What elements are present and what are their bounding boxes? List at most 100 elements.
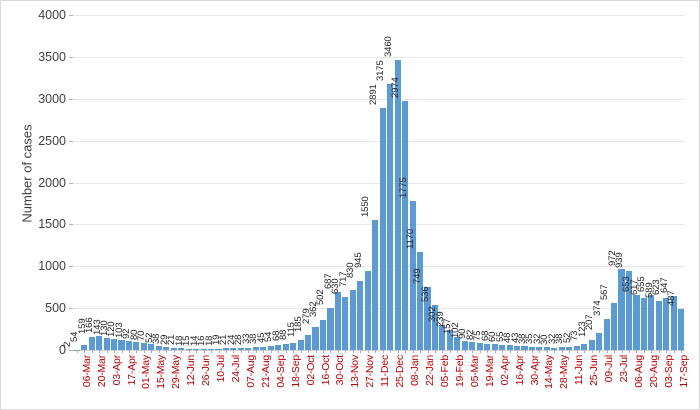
bar-slot[interactable]: 29	[159, 15, 177, 350]
bar[interactable]	[379, 107, 386, 350]
bar-slot[interactable]: 24	[226, 15, 244, 350]
bar[interactable]	[566, 346, 573, 350]
bar-slot[interactable]: 374	[592, 15, 610, 350]
bar[interactable]	[372, 220, 379, 350]
bar[interactable]	[625, 271, 633, 350]
bar[interactable]	[611, 302, 618, 350]
bar-slot[interactable]: 3175	[375, 15, 394, 350]
bar-slot[interactable]: 82	[465, 15, 483, 350]
bar-slot[interactable]: 14	[189, 15, 207, 350]
bar-slot[interactable]: 3460	[383, 15, 401, 350]
bar-slot[interactable]: 75	[472, 15, 491, 350]
bar-slot[interactable]: 830	[345, 15, 364, 350]
bar-slot[interactable]: 18	[174, 15, 192, 350]
bar-slot[interactable]: 1170	[405, 15, 424, 350]
bar[interactable]	[193, 348, 200, 350]
bar-slot[interactable]: 52	[144, 15, 162, 350]
bar[interactable]	[439, 324, 446, 350]
bar-slot[interactable]: 2974	[390, 15, 409, 350]
bar-slot[interactable]: 21	[218, 15, 237, 350]
bar-slot[interactable]: 35	[524, 15, 543, 350]
bar[interactable]	[103, 338, 110, 350]
bar-slot[interactable]: 143	[92, 15, 110, 350]
bar[interactable]	[327, 307, 334, 350]
bar[interactable]	[499, 344, 506, 350]
bar-slot[interactable]: 717	[338, 15, 356, 350]
bar[interactable]	[237, 348, 244, 350]
bar[interactable]	[252, 347, 259, 350]
bar[interactable]	[155, 345, 162, 350]
bar[interactable]	[476, 343, 483, 350]
bar-slot[interactable]: 630	[330, 15, 349, 350]
bar-slot[interactable]: 2891	[368, 15, 386, 350]
bar-slot[interactable]: 123	[577, 15, 595, 350]
bar[interactable]	[342, 297, 349, 350]
bar[interactable]	[222, 348, 230, 350]
bar[interactable]	[469, 342, 476, 350]
bar-slot[interactable]: 279	[301, 15, 319, 350]
bar[interactable]	[461, 341, 468, 350]
bar[interactable]	[424, 287, 431, 350]
bar-slot[interactable]: 1550	[360, 15, 379, 350]
bar-slot[interactable]: 28	[233, 15, 252, 350]
bar[interactable]	[618, 268, 625, 350]
bar-slot[interactable]: 207	[584, 15, 603, 350]
bar-slot[interactable]: 88	[278, 15, 297, 350]
bar[interactable]	[506, 345, 513, 350]
bar-slot[interactable]: 32	[532, 15, 550, 350]
bar-slot[interactable]: 19	[211, 15, 230, 350]
bar[interactable]	[364, 270, 371, 350]
bar[interactable]	[581, 343, 588, 350]
bar-slot[interactable]: 21	[166, 15, 185, 350]
bar[interactable]	[446, 329, 453, 350]
bar-slot[interactable]: 536	[420, 15, 438, 350]
bar[interactable]	[267, 346, 274, 350]
bar[interactable]	[73, 349, 80, 350]
bar-slot[interactable]: 166	[84, 15, 103, 350]
bar[interactable]	[484, 343, 491, 350]
bar[interactable]	[245, 347, 252, 350]
bar-slot[interactable]: 90	[457, 15, 476, 350]
bar-slot[interactable]: 48	[502, 15, 521, 350]
bar[interactable]	[551, 347, 558, 350]
bar-slot[interactable]: 54	[69, 15, 88, 350]
bar[interactable]	[558, 347, 565, 350]
bar-slot[interactable]: 567	[599, 15, 618, 350]
bar[interactable]	[663, 297, 670, 350]
bar-slot[interactable]: 589	[644, 15, 662, 350]
bar[interactable]	[454, 336, 461, 350]
bar-slot[interactable]: 38	[248, 15, 267, 350]
bar[interactable]	[275, 345, 282, 350]
bar[interactable]	[416, 252, 424, 350]
bar[interactable]	[297, 340, 304, 350]
bar[interactable]	[260, 346, 267, 350]
bar[interactable]	[513, 345, 521, 350]
bar-slot[interactable]: 70	[136, 15, 155, 350]
bar-slot[interactable]: 362	[308, 15, 327, 350]
bar-slot[interactable]: 655	[636, 15, 655, 350]
bar-slot[interactable]: 502	[315, 15, 334, 350]
bar-slot[interactable]: 68	[271, 15, 289, 350]
bar[interactable]	[357, 280, 364, 350]
bar[interactable]	[603, 318, 610, 350]
bar-slot[interactable]: 55	[495, 15, 513, 350]
bar[interactable]	[319, 319, 327, 350]
bar-slot[interactable]: 239	[435, 15, 453, 350]
bar[interactable]	[305, 334, 312, 350]
bar-slot[interactable]: 52	[562, 15, 580, 350]
bar[interactable]	[402, 100, 409, 350]
bar[interactable]	[670, 295, 677, 350]
bar-slot[interactable]: 68	[480, 15, 498, 350]
bar-slot[interactable]: 32	[547, 15, 565, 350]
bar-slot[interactable]: 115	[286, 15, 304, 350]
bar-slot[interactable]: 73	[569, 15, 588, 350]
bar-slot[interactable]: 30	[539, 15, 558, 350]
bar[interactable]	[349, 289, 356, 350]
bar-slot[interactable]: 18	[204, 15, 222, 350]
bar[interactable]	[521, 346, 528, 350]
bar-slot[interactable]: 617	[629, 15, 647, 350]
bar[interactable]	[170, 347, 177, 350]
bar[interactable]	[215, 348, 222, 350]
bar[interactable]	[185, 348, 192, 350]
bar[interactable]	[334, 292, 341, 350]
